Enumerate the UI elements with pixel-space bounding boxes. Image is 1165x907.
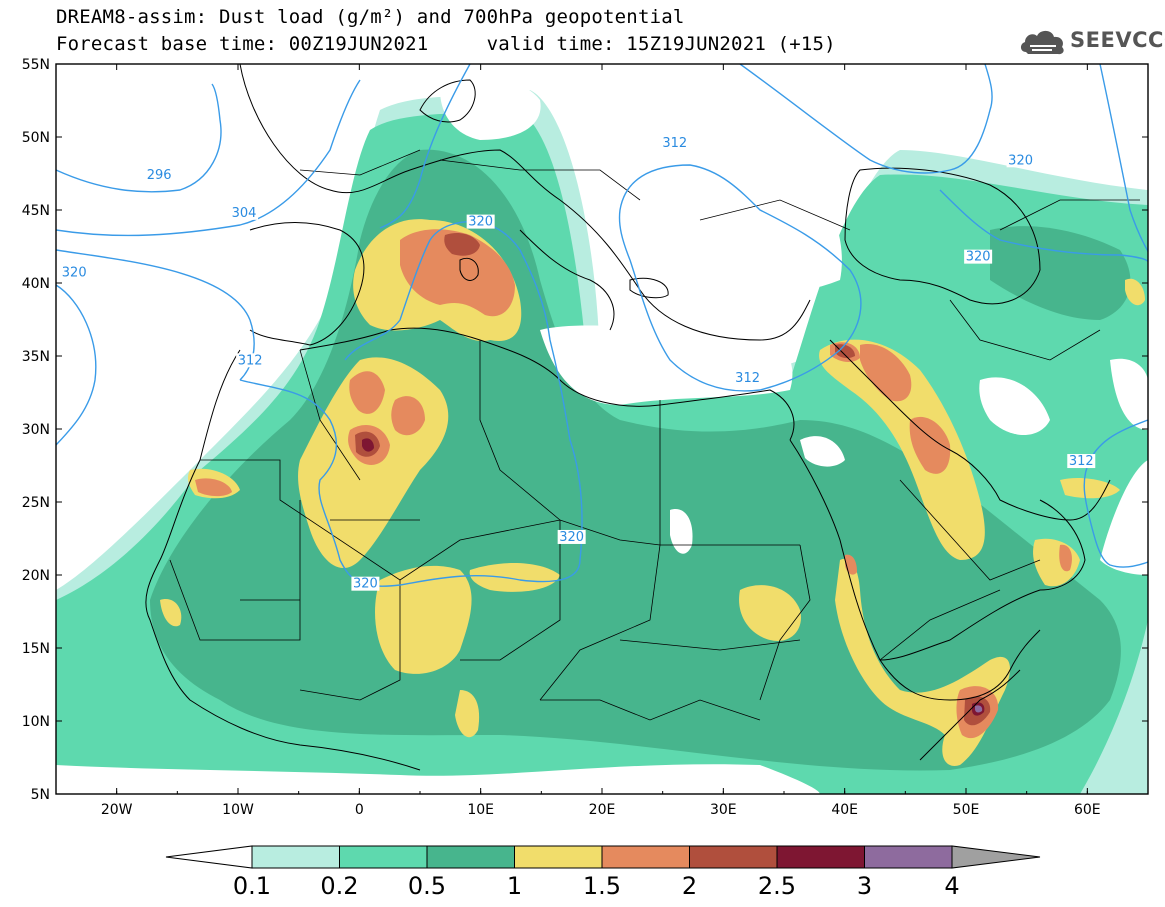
lat-tick-label: 35N: [22, 349, 50, 365]
political-borders: [169, 149, 1140, 721]
dust-level-2.5: [362, 438, 985, 716]
contour-label-bg: [60, 265, 89, 280]
contour-label: 320: [966, 250, 991, 265]
lon-tick-label: 30E: [710, 802, 737, 818]
lat-tick-label: 55N: [22, 57, 50, 73]
latitude-axis: 55N 50N 45N 40N 35N 30N 25N 20N 15N 10N 5N: [22, 57, 1148, 803]
contour-label: 312: [1069, 454, 1094, 469]
lat-tick-label: 10N: [22, 714, 50, 730]
contour-label-bg: [660, 135, 689, 150]
lat-tick-label: 20N: [22, 568, 50, 584]
lat-tick-label: 40N: [22, 276, 50, 292]
lon-tick-label: 20E: [589, 802, 616, 818]
lat-tick-label: 45N: [22, 203, 50, 219]
contour-labels: 296 304 320 312 320 312 320 320 312 312 320 320: [60, 135, 1096, 592]
contour-label: 320: [468, 215, 493, 230]
contour-label: 312: [735, 371, 760, 386]
lon-tick-label: 10W: [222, 802, 254, 818]
lat-tick-label: 5N: [31, 787, 50, 803]
contour-label-bg: [236, 353, 265, 368]
map-title: DREAM8-assim: Dust load (g/m²) and 700hP…: [56, 6, 685, 28]
map-field: [56, 64, 1148, 794]
contour-label-bg: [351, 576, 380, 591]
contour-label: 320: [62, 266, 87, 281]
lat-tick-label: 25N: [22, 495, 50, 511]
longitude-axis: 20W 10W 0 10E 20E 30E 40E 50E 60E: [55, 64, 1149, 818]
lon-tick-label: 50E: [953, 802, 980, 818]
lon-tick-label: 60E: [1074, 802, 1101, 818]
lat-tick-label: 30N: [22, 422, 50, 438]
contour-label-bg: [733, 370, 762, 385]
lon-tick-label: 0: [355, 802, 364, 818]
contour-label-bg: [964, 249, 993, 264]
contour-label: 296: [147, 168, 172, 183]
contour-label-bg: [466, 214, 495, 229]
cloud-icon: [1020, 30, 1064, 55]
lon-tick-label: 20W: [101, 802, 133, 818]
contour-label: 304: [232, 206, 257, 221]
contour-label: 320: [1008, 153, 1033, 168]
contour-label-bg: [557, 529, 586, 544]
dust-level-3: [975, 705, 983, 713]
contour-label: 320: [353, 577, 378, 592]
contour-label-bg: [1067, 454, 1096, 469]
contour-label-bg: [145, 167, 174, 182]
lon-tick-label: 10E: [467, 802, 494, 818]
contour-label: 312: [238, 353, 263, 368]
contour-label: 312: [662, 136, 687, 151]
logo-text: SEEVCCC: [1070, 28, 1165, 52]
lat-tick-label: 50N: [22, 130, 50, 146]
map-subtitle: Forecast base time: 00Z19JUN2021 valid t…: [56, 33, 836, 55]
seevccc-logo: SEEVCCC: [1018, 24, 1165, 60]
lat-tick-label: 15N: [22, 641, 50, 657]
contour-label: 320: [559, 530, 584, 545]
clear-areas: [56, 64, 1148, 794]
contour-label-bg: [1006, 153, 1035, 168]
contour-label-bg: [230, 205, 259, 220]
lon-tick-label: 40E: [831, 802, 858, 818]
